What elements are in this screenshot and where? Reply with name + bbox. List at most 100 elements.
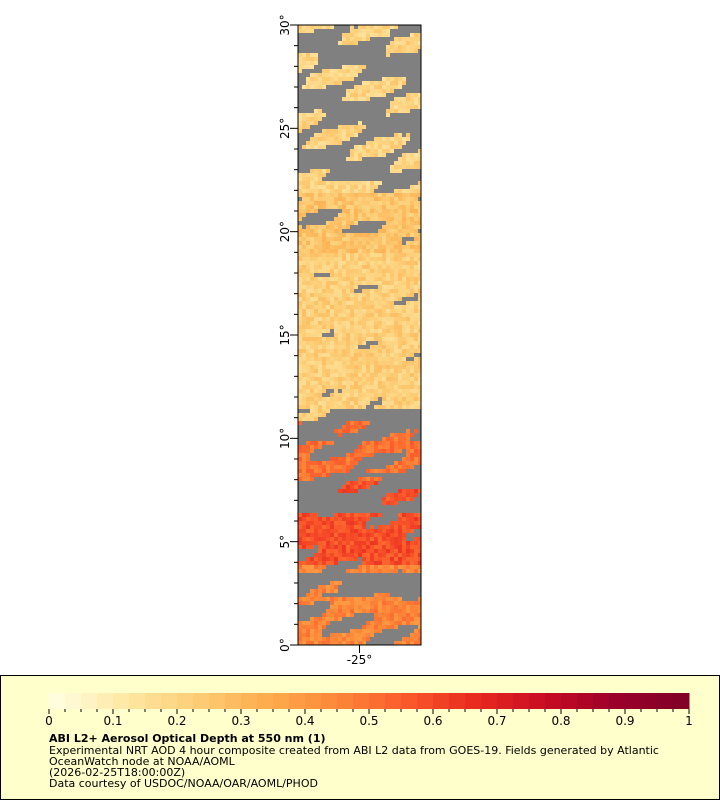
aod-cell: [418, 445, 421, 449]
aod-cell: [390, 401, 394, 405]
aod-cell: [406, 197, 410, 201]
aod-cell: [338, 69, 342, 73]
aod-cell: [326, 541, 330, 545]
aod-cell: [346, 193, 350, 197]
aod-cell: [322, 265, 326, 269]
aod-cell: [354, 305, 358, 309]
aod-cell: [334, 525, 338, 529]
aod-cell: [350, 33, 354, 37]
aod-cell: [378, 289, 382, 293]
aod-cell: [418, 633, 421, 637]
aod-cell: [346, 401, 350, 405]
aod-cell: [410, 517, 414, 521]
colorbar-swatch: [257, 693, 274, 709]
aod-cell: [314, 181, 318, 185]
aod-cell: [350, 321, 354, 325]
aod-cell: [346, 305, 350, 309]
aod-cell: [382, 537, 386, 541]
aod-cell: [414, 253, 418, 257]
aod-cell: [362, 269, 366, 273]
aod-cell: [370, 329, 374, 333]
aod-cell: [322, 353, 326, 357]
aod-cell: [298, 565, 302, 569]
aod-cell: [346, 157, 350, 161]
colorbar-swatch: [481, 693, 498, 709]
aod-cell: [326, 465, 330, 469]
aod-cell: [326, 525, 330, 529]
aod-cell: [386, 441, 390, 445]
aod-cell: [398, 401, 402, 405]
aod-cell: [398, 229, 402, 233]
aod-cell: [374, 561, 378, 565]
aod-cell: [402, 193, 406, 197]
aod-cell: [334, 585, 338, 589]
aod-cell: [342, 269, 346, 273]
aod-cell: [318, 537, 322, 541]
aod-cell: [366, 317, 370, 321]
aod-cell: [338, 137, 342, 141]
aod-cell: [386, 225, 390, 229]
aod-cell: [382, 205, 386, 209]
aod-cell: [306, 201, 310, 205]
aod-cell: [402, 165, 406, 169]
aod-cell: [298, 329, 302, 333]
aod-cell: [322, 301, 326, 305]
aod-cell: [366, 89, 370, 93]
aod-cell: [414, 569, 418, 573]
aod-cell: [358, 301, 362, 305]
aod-cell: [414, 513, 418, 517]
aod-cell: [306, 113, 310, 117]
aod-cell: [382, 437, 386, 441]
aod-cell: [338, 529, 342, 533]
aod-cell: [410, 305, 414, 309]
aod-cell: [382, 277, 386, 281]
aod-cell: [386, 213, 390, 217]
aod-cell: [362, 249, 366, 253]
aod-cell: [366, 441, 370, 445]
aod-cell: [386, 205, 390, 209]
aod-cell: [302, 293, 306, 297]
aod-cell: [354, 401, 358, 405]
aod-cell: [338, 637, 342, 641]
aod-cell: [382, 77, 386, 81]
aod-cell: [330, 613, 334, 617]
aod-cell: [354, 629, 358, 633]
aod-cell: [314, 441, 318, 445]
aod-cell: [418, 537, 421, 541]
aod-cell: [362, 445, 366, 449]
aod-cell: [394, 289, 398, 293]
aod-cell: [314, 281, 318, 285]
aod-cell: [386, 317, 390, 321]
aod-cell: [378, 621, 382, 625]
aod-cell: [402, 377, 406, 381]
aod-cell: [322, 589, 326, 593]
aod-cell: [346, 365, 350, 369]
aod-cell: [310, 633, 314, 637]
aod-cell: [398, 49, 402, 53]
aod-cell: [318, 469, 322, 473]
aod-cell: [314, 265, 318, 269]
aod-cell: [390, 85, 394, 89]
aod-cell: [382, 85, 386, 89]
aod-cell: [414, 621, 418, 625]
aod-cell: [298, 349, 302, 353]
aod-cell: [394, 85, 398, 89]
aod-cell: [318, 373, 322, 377]
aod-cell: [390, 317, 394, 321]
aod-cell: [350, 513, 354, 517]
aod-cell: [386, 277, 390, 281]
aod-cell: [310, 241, 314, 245]
aod-cell: [402, 257, 406, 261]
aod-cell: [390, 137, 394, 141]
aod-cell: [338, 345, 342, 349]
aod-cell: [330, 377, 334, 381]
aod-cell: [394, 161, 398, 165]
aod-cell: [302, 525, 306, 529]
aod-cell: [350, 189, 354, 193]
aod-cell: [350, 77, 354, 81]
aod-cell: [342, 313, 346, 317]
aod-cell: [374, 613, 378, 617]
aod-cell: [322, 385, 326, 389]
aod-cell: [358, 313, 362, 317]
aod-cell: [406, 557, 410, 561]
